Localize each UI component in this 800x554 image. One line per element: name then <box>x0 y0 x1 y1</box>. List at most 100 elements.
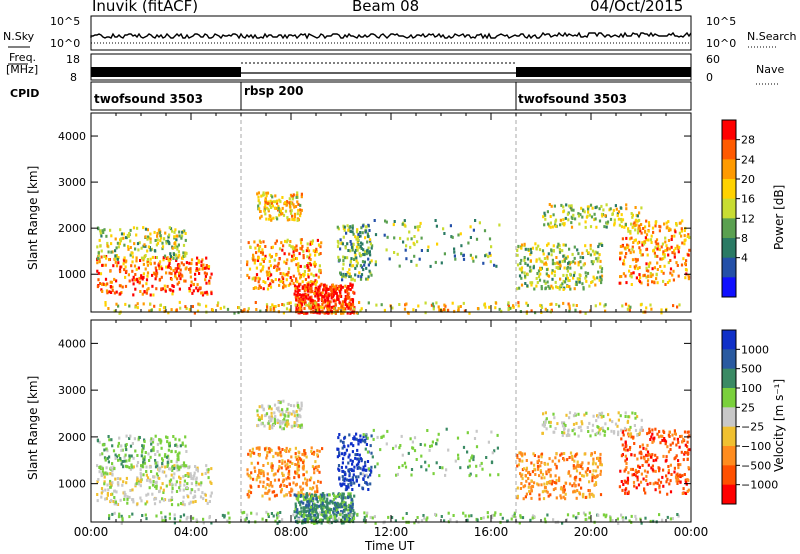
velocity-data-cell <box>344 496 347 500</box>
power-data-cell <box>120 232 124 236</box>
velocity-data-cell <box>343 436 346 440</box>
velocity-data-cell <box>636 433 639 437</box>
velocity-data-cell <box>151 440 155 444</box>
velocity-data-cell <box>591 423 595 427</box>
power-data-cell <box>205 264 208 267</box>
power-data-cell <box>654 240 657 244</box>
velocity-data-cell <box>332 497 335 501</box>
velocity-data-cell <box>634 468 637 472</box>
power-data-cell <box>640 223 643 226</box>
power-data-cell <box>353 311 356 315</box>
velocity-data-cell <box>637 483 641 487</box>
power-data-cell <box>341 302 344 306</box>
velocity-data-cell <box>325 507 329 511</box>
velocity-data-cell <box>573 459 576 463</box>
power-data-cell <box>649 272 652 275</box>
power-data-cell <box>341 267 344 271</box>
velocity-data-cell <box>688 448 691 452</box>
power-data-cell <box>97 254 100 257</box>
power-data-cell <box>537 269 541 273</box>
velocity-data-cell <box>633 484 636 488</box>
velocity-data-cell <box>177 452 180 456</box>
velocity-data-cell <box>266 450 269 454</box>
power-data-cell <box>662 271 665 275</box>
power-data-cell <box>309 304 312 308</box>
power-data-cell <box>553 204 556 208</box>
velocity-data-cell <box>351 488 354 491</box>
velocity-data-cell <box>154 461 158 465</box>
velocity-data-cell <box>305 482 308 486</box>
velocity-data-cell <box>676 482 679 485</box>
velocity-data-cell <box>305 517 308 521</box>
velocity-data-cell <box>313 516 316 520</box>
velocity-data-cell <box>369 482 372 486</box>
power-data-cell <box>384 219 387 223</box>
velocity-data-cell <box>276 516 279 520</box>
power-data-cell <box>362 252 365 256</box>
velocity-data-cell <box>543 485 547 489</box>
velocity-data-cell <box>311 495 314 499</box>
velocity-data-cell <box>277 400 280 404</box>
power-data-cell <box>146 235 150 239</box>
power-data-cell <box>261 258 264 262</box>
power-data-cell <box>554 224 557 228</box>
power-data-cell <box>516 287 519 291</box>
velocity-data-cell <box>429 444 432 448</box>
velocity-data-cell <box>300 510 303 514</box>
velocity-data-cell <box>681 492 684 495</box>
velocity-data-cell <box>339 482 342 486</box>
power-data-cell <box>398 303 401 306</box>
velocity-data-cell <box>678 445 681 449</box>
velocity-data-cell <box>297 459 300 463</box>
velocity-data-cell <box>563 484 566 488</box>
velocity-data-cell <box>250 461 253 465</box>
velocity-data-cell <box>340 452 343 456</box>
power-data-cell <box>100 288 103 292</box>
velocity-data-cell <box>187 474 190 478</box>
velocity-data-cell <box>587 489 590 492</box>
power-data-cell <box>591 262 594 266</box>
power-data-cell <box>135 256 138 260</box>
velocity-data-cell <box>602 513 605 517</box>
power-data-cell <box>124 265 127 269</box>
power-data-cell <box>133 264 137 268</box>
power-data-cell <box>274 305 277 309</box>
velocity-data-cell <box>150 437 153 441</box>
velocity-data-cell <box>521 453 524 457</box>
power-data-cell <box>583 262 586 266</box>
velocity-data-cell <box>305 498 308 502</box>
velocity-data-cell <box>387 515 390 519</box>
velocity-data-cell <box>668 482 671 486</box>
velocity-data-cell <box>173 472 176 476</box>
power-data-cell <box>653 251 656 255</box>
velocity-data-cell <box>462 445 466 449</box>
velocity-data-cell <box>135 479 139 483</box>
power-data-cell <box>317 298 320 302</box>
velocity-data-cell <box>310 446 313 450</box>
power-data-cell <box>299 307 302 311</box>
power-data-cell <box>306 255 309 259</box>
power-data-cell <box>660 245 663 249</box>
power-data-cell <box>562 243 565 247</box>
velocity-data-cell <box>114 457 117 460</box>
power-data-cell <box>630 222 633 226</box>
power-data-cell <box>124 302 127 306</box>
velocity-data-cell <box>326 502 329 506</box>
velocity-data-cell <box>270 465 273 469</box>
velocity-data-cell <box>301 466 304 470</box>
velocity-data-cell <box>597 458 601 462</box>
power-data-cell <box>671 251 674 255</box>
power-data-cell <box>226 307 230 311</box>
velocity-data-cell <box>674 456 677 460</box>
power-data-cell <box>552 261 555 265</box>
velocity-data-cell <box>264 491 267 495</box>
velocity-data-cell <box>146 500 149 504</box>
power-data-cell <box>308 268 311 272</box>
power-data-cell <box>442 227 445 231</box>
power-data-cell <box>310 305 314 309</box>
power-data-cell <box>207 265 211 268</box>
power-data-cell <box>572 276 575 280</box>
velocity-ytick-label: 3000 <box>58 384 86 397</box>
velocity-data-cell <box>362 433 365 437</box>
velocity-data-cell <box>623 469 626 473</box>
